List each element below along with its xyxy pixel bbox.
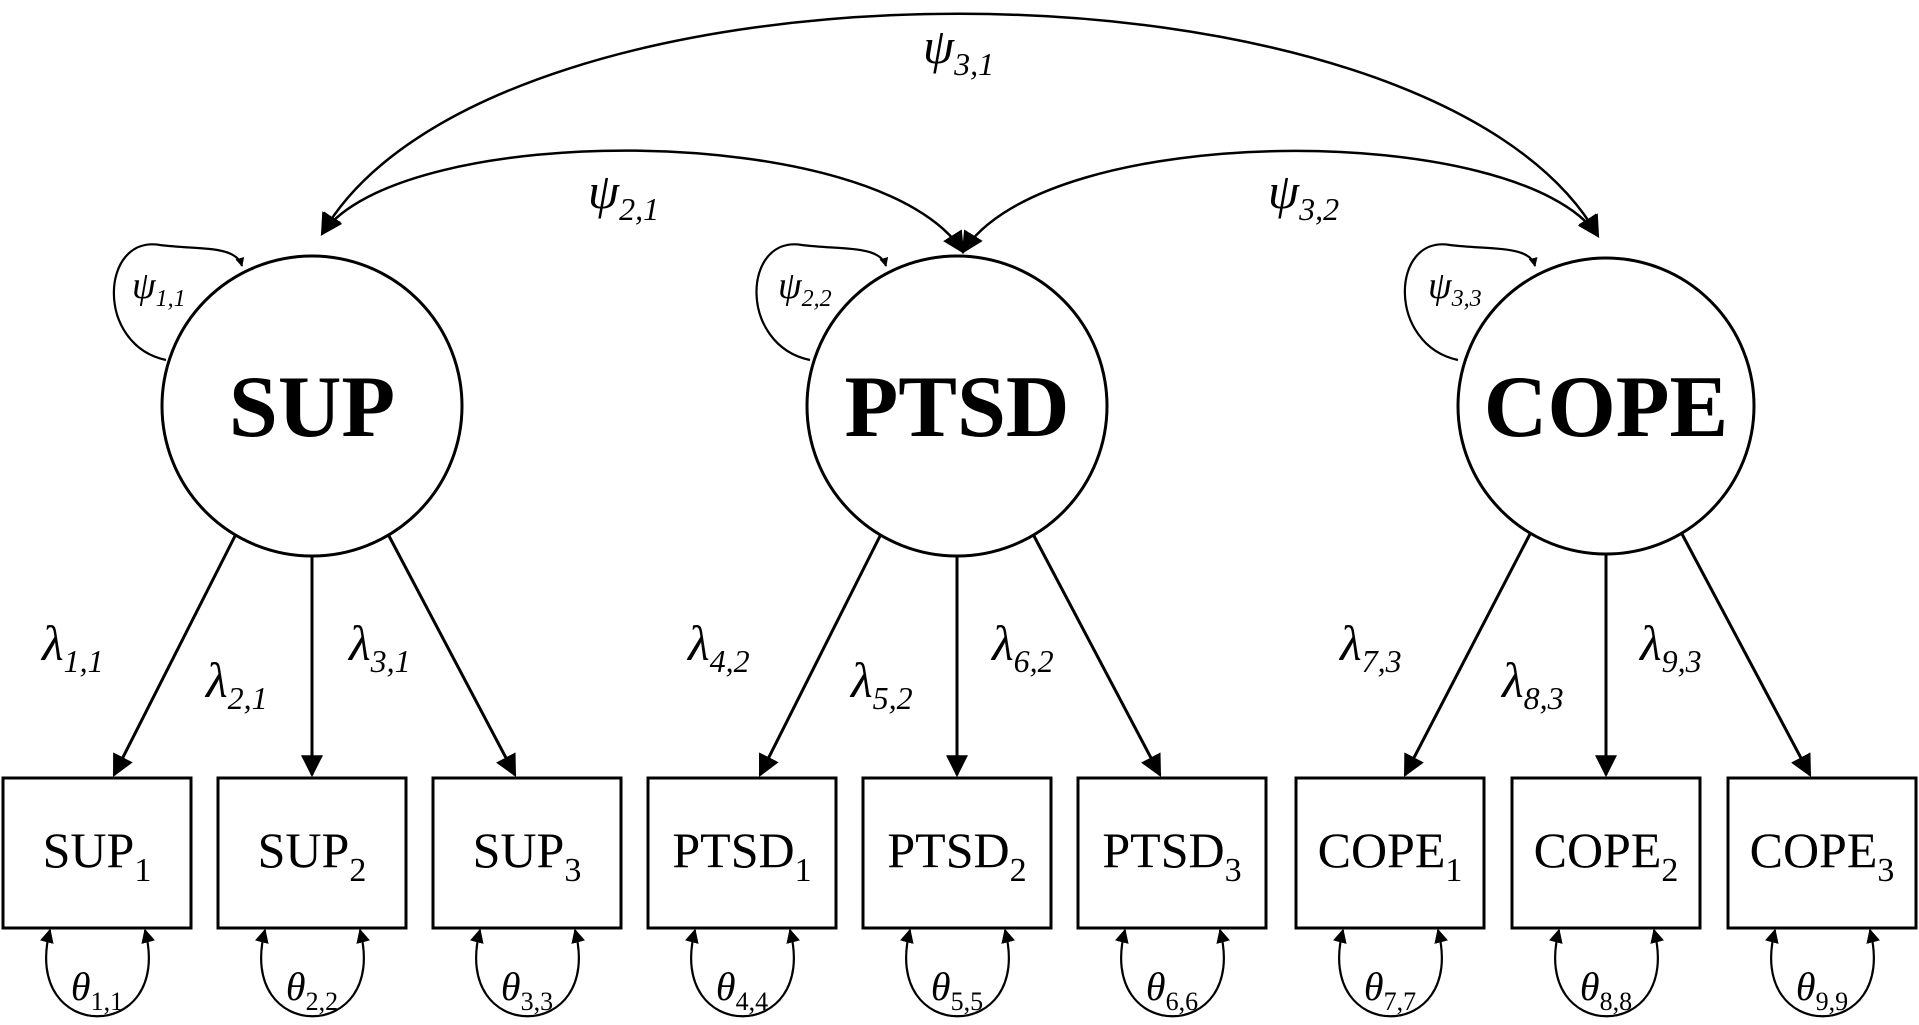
variance-label-sup: ψ1,1 <box>132 265 186 312</box>
covariance-label-3-1: ψ3,1 <box>923 18 994 82</box>
residual-label-1: θ1,1 <box>71 964 123 1016</box>
residual-loop-4 <box>685 928 800 1018</box>
indicator-sup-1: SUP1 <box>1 776 193 930</box>
covariance-curve-2-1 <box>320 149 965 254</box>
covariance-labels: ψ3,1 ψ2,1 ψ3,2 <box>588 18 1339 227</box>
loading-label-3: λ3,1 <box>347 615 411 679</box>
indicator-boxes: SUP1 SUP2 SUP3 PTSD1 PTSD2 PTSD3 COPE1 <box>1 776 1918 930</box>
latent-factor-sup: ψ1,1 SUP <box>112 243 464 558</box>
residual-loop-6 <box>1115 928 1230 1018</box>
residual-label-2: θ2,2 <box>286 964 338 1016</box>
loading-label-8: λ8,3 <box>1500 652 1564 716</box>
loading-path-sup-1 <box>112 535 237 777</box>
indicator-label-ptsd-2: PTSD2 <box>887 822 1026 889</box>
residual-label-9: θ9,9 <box>1796 964 1848 1016</box>
indicator-box-ptsd-2 <box>861 776 1053 930</box>
loading-label-4: λ4,2 <box>686 615 750 679</box>
indicator-cope-1: COPE1 <box>1294 776 1486 930</box>
residual-loop-5 <box>900 928 1015 1018</box>
indicator-sup-3: SUP3 <box>431 776 623 930</box>
latent-factor-cope: ψ3,3 COPE <box>1403 243 1756 556</box>
latent-factor-ptsd: ψ2,2 PTSD <box>755 243 1109 558</box>
indicator-label-sup-2: SUP2 <box>258 822 367 889</box>
loading-label-9: λ9,3 <box>1638 615 1702 679</box>
indicator-box-sup-3 <box>431 776 623 930</box>
indicator-box-cope-3 <box>1726 776 1918 930</box>
loading-label-5: λ5,2 <box>849 652 913 716</box>
indicator-label-ptsd-3: PTSD3 <box>1102 822 1241 889</box>
indicator-ptsd-3: PTSD3 <box>1076 776 1268 930</box>
variance-loop-sup <box>112 243 245 362</box>
indicator-label-cope-2: COPE2 <box>1534 822 1679 889</box>
loading-label-7: λ7,3 <box>1338 615 1402 679</box>
variance-label-ptsd: ψ2,2 <box>778 265 832 312</box>
loading-labels: λ1,1 λ2,1 λ3,1 λ4,2 λ5,2 λ6,2 λ7,3 λ8,3 … <box>40 615 1702 716</box>
latent-label-sup: SUP <box>229 359 395 456</box>
indicator-label-cope-1: COPE1 <box>1318 822 1463 889</box>
loading-label-1: λ1,1 <box>40 615 104 679</box>
indicator-cope-3: COPE3 <box>1726 776 1918 930</box>
loading-path-sup-3 <box>387 535 517 777</box>
covariance-curve-3-1 <box>320 12 1600 238</box>
covariance-label-2-1: ψ2,1 <box>588 163 659 227</box>
covariance-curves <box>320 12 1600 254</box>
residual-labels: θ1,1 θ2,2 θ3,3 θ4,4 θ5,5 θ6,6 θ7,7 θ8,8 … <box>71 964 1848 1016</box>
covariance-label-3-2: ψ3,2 <box>1268 163 1339 227</box>
indicator-ptsd-1: PTSD1 <box>646 776 838 930</box>
latent-label-ptsd: PTSD <box>845 359 1070 456</box>
indicator-box-ptsd-3 <box>1076 776 1268 930</box>
indicator-label-ptsd-1: PTSD1 <box>672 822 811 889</box>
loading-path-ptsd-3 <box>1032 535 1162 777</box>
indicator-cope-2: COPE2 <box>1510 776 1702 930</box>
indicator-ptsd-2: PTSD2 <box>861 776 1053 930</box>
indicator-box-cope-2 <box>1510 776 1702 930</box>
residual-label-4: θ4,4 <box>716 964 768 1016</box>
indicator-label-sup-1: SUP1 <box>43 822 152 889</box>
residual-loop-3 <box>470 928 585 1018</box>
variance-loop-ptsd <box>755 243 889 362</box>
indicator-label-cope-3: COPE3 <box>1750 822 1895 889</box>
loading-path-cope-3 <box>1680 533 1812 777</box>
residual-loop-9 <box>1765 928 1880 1018</box>
residual-loop-8 <box>1549 928 1664 1018</box>
residual-label-7: θ7,7 <box>1364 964 1416 1016</box>
indicator-label-sup-3: SUP3 <box>473 822 582 889</box>
residual-label-5: θ5,5 <box>931 964 983 1016</box>
loading-path-cope-1 <box>1403 533 1532 777</box>
residual-label-3: θ3,3 <box>501 964 553 1016</box>
loading-label-6: λ6,2 <box>990 615 1054 679</box>
indicator-box-sup-2 <box>216 776 408 930</box>
covariance-curve-3-2 <box>961 149 1600 254</box>
residual-loop-1 <box>40 928 155 1018</box>
residual-loop-2 <box>255 928 370 1018</box>
indicator-sup-2: SUP2 <box>216 776 408 930</box>
variance-label-cope: ψ3,3 <box>1428 265 1482 312</box>
indicator-box-ptsd-1 <box>646 776 838 930</box>
residual-label-8: θ8,8 <box>1580 964 1632 1016</box>
residual-label-6: θ6,6 <box>1146 964 1198 1016</box>
loading-paths <box>112 533 1812 778</box>
loading-label-2: λ2,1 <box>204 652 268 716</box>
residual-loops <box>40 928 1880 1018</box>
latent-label-cope: COPE <box>1484 359 1728 456</box>
residual-loop-7 <box>1333 928 1448 1018</box>
variance-loop-cope <box>1403 243 1538 362</box>
indicator-box-sup-1 <box>1 776 193 930</box>
indicator-box-cope-1 <box>1294 776 1486 930</box>
loading-path-ptsd-1 <box>758 535 882 777</box>
